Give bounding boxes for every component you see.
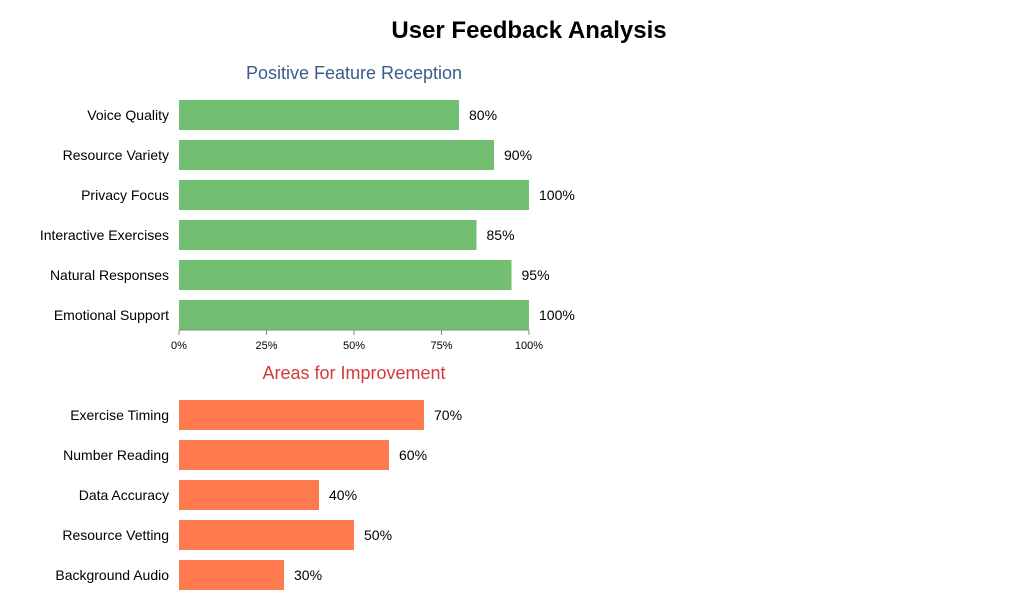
bar-emotional-support (179, 300, 529, 330)
bar-interactive-exercises (179, 220, 477, 250)
bar-resource-vetting (179, 520, 354, 550)
x-tick-label-25: 25% (255, 340, 277, 352)
value-label-voice-quality: 80% (469, 107, 497, 123)
bar-resource-variety (179, 140, 494, 170)
value-label-number-reading: 60% (399, 447, 427, 463)
value-label-emotional-support: 100% (539, 307, 575, 323)
category-label-resource-variety: Resource Variety (63, 147, 169, 163)
category-label-voice-quality: Voice Quality (87, 107, 169, 123)
panel-0-title: Positive Feature Reception (246, 63, 462, 83)
panel-1-title: Areas for Improvement (262, 363, 445, 383)
category-label-background-audio: Background Audio (55, 567, 169, 583)
positive-reception-panel: Positive Feature Reception Voice Quality 8… (40, 63, 575, 352)
category-label-resource-vetting: Resource Vetting (62, 527, 169, 543)
bar-background-audio (179, 560, 284, 590)
bar-number-reading (179, 440, 389, 470)
category-label-privacy-focus: Privacy Focus (81, 187, 169, 203)
value-label-exercise-timing: 70% (434, 407, 462, 423)
value-label-resource-vetting: 50% (364, 527, 392, 543)
category-label-number-reading: Number Reading (63, 447, 169, 463)
bar-voice-quality (179, 100, 459, 130)
chart-title: User Feedback Analysis (391, 17, 666, 44)
value-label-interactive-exercises: 85% (487, 227, 515, 243)
value-label-resource-variety: 90% (504, 147, 532, 163)
value-label-data-accuracy: 40% (329, 487, 357, 503)
x-tick-label-100: 100% (515, 340, 543, 352)
bar-exercise-timing (179, 400, 424, 430)
category-label-interactive-exercises: Interactive Exercises (40, 227, 169, 243)
bar-privacy-focus (179, 180, 529, 210)
x-tick-label-0: 0% (171, 340, 187, 352)
category-label-natural-responses: Natural Responses (50, 267, 169, 283)
value-label-privacy-focus: 100% (539, 187, 575, 203)
category-label-data-accuracy: Data Accuracy (79, 487, 169, 503)
x-tick-label-50: 50% (343, 340, 365, 352)
category-label-emotional-support: Emotional Support (54, 307, 169, 323)
improvement-areas-panel: Areas for Improvement Exercise Timing 70% N… (55, 363, 462, 590)
x-tick-label-75: 75% (430, 340, 452, 352)
bar-data-accuracy (179, 480, 319, 510)
category-label-exercise-timing: Exercise Timing (70, 407, 169, 423)
bar-natural-responses (179, 260, 512, 290)
value-label-natural-responses: 95% (522, 267, 550, 283)
value-label-background-audio: 30% (294, 567, 322, 583)
